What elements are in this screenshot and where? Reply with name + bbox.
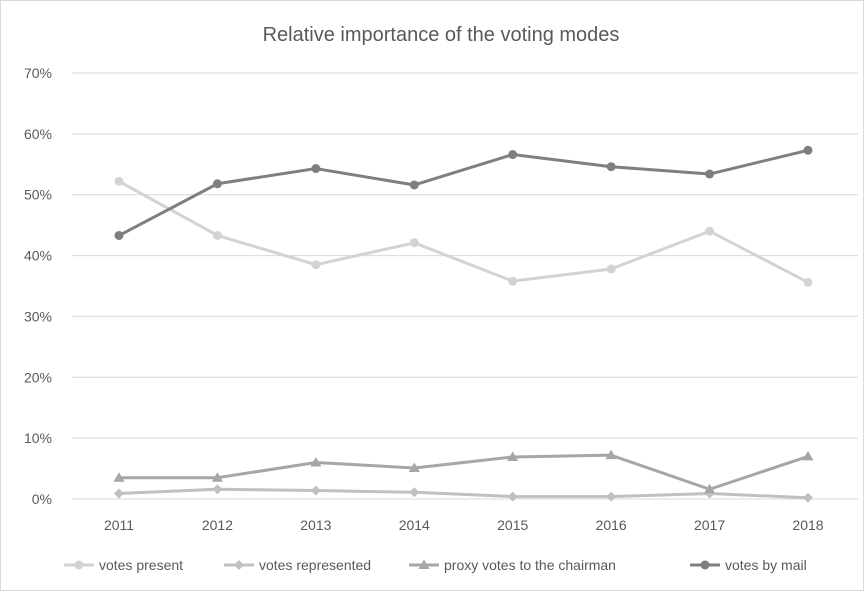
x-tick-label: 2018 — [792, 517, 823, 533]
data-point — [705, 169, 715, 179]
x-tick-label: 2013 — [300, 517, 331, 533]
legend-label: proxy votes to the chairman — [444, 557, 616, 573]
legend-label: votes present — [99, 557, 183, 573]
series-1 — [114, 484, 813, 503]
data-point — [803, 145, 813, 155]
y-tick-label: 20% — [24, 369, 52, 385]
data-point — [310, 485, 321, 496]
y-tick-label: 0% — [32, 491, 52, 507]
data-point — [408, 462, 420, 472]
series-layer — [113, 145, 814, 503]
legend-item: votes present — [64, 557, 183, 573]
data-point — [114, 176, 124, 186]
legend-marker — [700, 560, 710, 570]
series-line — [117, 453, 810, 491]
data-point — [508, 276, 518, 286]
series-line — [117, 487, 810, 500]
x-tick-label: 2012 — [202, 517, 233, 533]
x-tick-label: 2014 — [399, 517, 430, 533]
y-tick-label: 10% — [24, 430, 52, 446]
legend-label: votes by mail — [725, 557, 807, 573]
legend-marker — [74, 560, 84, 570]
y-tick-label: 70% — [24, 65, 52, 81]
data-point — [114, 488, 124, 499]
data-point — [212, 230, 222, 240]
data-point — [508, 150, 518, 160]
x-axis-ticks: 2011 2012 2013 2014 2015 2016 2017 2018 — [104, 517, 824, 533]
data-point — [606, 162, 616, 172]
data-point — [507, 451, 519, 462]
legend-label: votes represented — [259, 557, 371, 573]
series-line — [117, 148, 810, 237]
series-0 — [114, 176, 813, 287]
legend: votes present votes represented proxy vote… — [64, 557, 807, 573]
data-point — [113, 472, 125, 482]
data-point — [212, 179, 222, 189]
legend-marker — [234, 560, 244, 570]
y-tick-label: 40% — [24, 248, 52, 264]
data-point — [212, 484, 223, 495]
data-point — [409, 487, 420, 498]
y-tick-label: 50% — [24, 187, 52, 203]
data-point — [605, 449, 617, 460]
data-point — [704, 483, 716, 494]
legend-marker — [418, 559, 430, 569]
data-point — [606, 264, 616, 274]
data-point — [311, 260, 321, 270]
x-tick-label: 2015 — [497, 517, 528, 533]
legend-item: proxy votes to the chairman — [409, 557, 616, 573]
data-point — [507, 491, 518, 502]
data-point — [409, 238, 419, 248]
data-point — [705, 226, 715, 236]
y-tick-label: 30% — [24, 308, 52, 324]
x-tick-label: 2011 — [104, 517, 134, 533]
x-tick-label: 2016 — [596, 517, 627, 533]
data-point — [803, 277, 813, 287]
data-point — [606, 491, 617, 502]
data-point — [114, 230, 124, 240]
y-axis-ticks: 0% 10% 20% 30% 40% 50% 60% 70% — [24, 65, 52, 507]
data-point — [311, 164, 321, 174]
x-tick-label: 2017 — [694, 517, 725, 533]
series-2 — [113, 449, 814, 494]
series-line — [117, 179, 810, 284]
data-point — [211, 472, 223, 482]
data-point — [803, 492, 813, 503]
series-3 — [114, 145, 813, 240]
chart-title: Relative importance of the voting modes — [263, 24, 620, 46]
data-point — [409, 180, 419, 190]
data-point — [310, 456, 322, 467]
data-point — [802, 450, 814, 461]
legend-item: votes represented — [224, 557, 371, 573]
legend-item: votes by mail — [690, 557, 807, 573]
y-tick-label: 60% — [24, 126, 52, 142]
gridlines — [72, 72, 858, 500]
